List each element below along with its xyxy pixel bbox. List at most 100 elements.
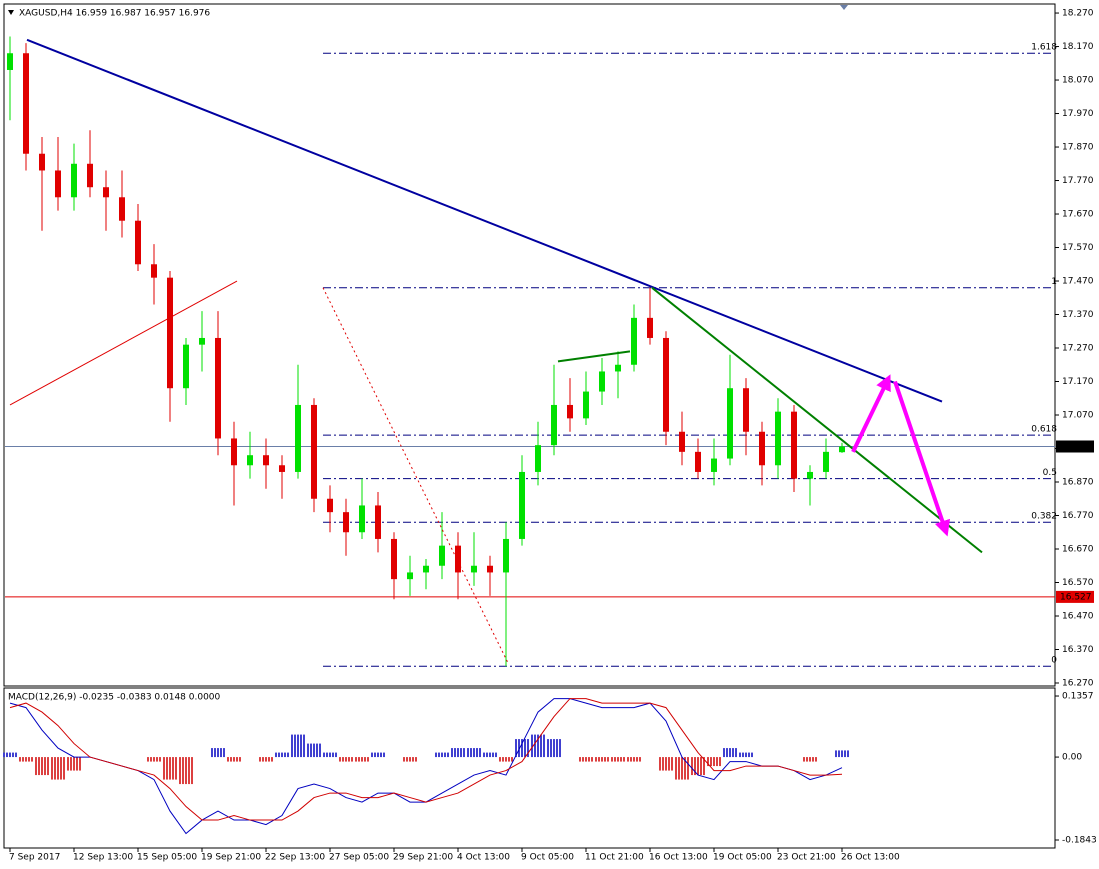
x-tick-label: 19 Sep 21:00: [201, 853, 261, 863]
macd-title: MACD(12,26,9) -0.0235 -0.0383 0.0148 0.0…: [8, 693, 221, 703]
candle-body: [279, 465, 285, 472]
trendline: [9, 280, 238, 406]
candle-body: [407, 572, 413, 580]
candle-body: [7, 53, 13, 70]
x-tick-label: 4 Oct 13:00: [457, 853, 510, 863]
y-tick-label: 17.270: [1062, 344, 1094, 354]
price-box: [1056, 590, 1094, 603]
y-tick-label: 0.00: [1062, 753, 1082, 763]
candle-body: [743, 388, 749, 432]
trendline: [26, 38, 943, 403]
candle-body: [119, 197, 125, 221]
x-tick-label: 23 Oct 21:00: [777, 853, 836, 863]
y-tick-label: 17.670: [1062, 210, 1094, 220]
price-label: 16.976: [1060, 442, 1092, 452]
macd-line: [9, 698, 843, 821]
candle-body: [679, 431, 685, 452]
x-tick-label: 9 Oct 05:00: [521, 853, 574, 863]
trendline: [651, 286, 983, 554]
y-tick-label: 17.370: [1062, 310, 1094, 320]
candle-body: [215, 337, 221, 439]
y-tick-label: 16.370: [1062, 645, 1094, 655]
y-tick-label: 17.170: [1062, 377, 1094, 387]
candle-body: [151, 264, 157, 278]
candle-body: [423, 565, 429, 573]
shift-marker: [840, 5, 848, 10]
y-tick-label: 16.270: [1062, 678, 1094, 688]
candle-body: [583, 391, 589, 419]
candle-body: [807, 471, 813, 479]
candle-body: [455, 545, 461, 573]
x-tick-label: 22 Sep 13:00: [265, 853, 325, 863]
candle-body: [71, 163, 77, 198]
main-panel: [3, 3, 1056, 687]
candle-body: [471, 565, 477, 573]
candle-body: [567, 404, 573, 419]
menu-arrow: [8, 10, 14, 15]
candle-body: [695, 451, 701, 472]
x-tick-label: 26 Oct 13:00: [841, 853, 900, 863]
candle-body: [343, 512, 349, 533]
candle-body: [487, 565, 493, 573]
candle-body: [631, 317, 637, 365]
fib-label: 1.618: [1031, 43, 1057, 53]
candle-body: [535, 445, 541, 472]
candle-body: [503, 538, 509, 573]
x-tick-label: 15 Sep 05:00: [137, 853, 197, 863]
x-tick-label: 29 Sep 21:00: [393, 853, 453, 863]
candle-body: [647, 317, 653, 338]
y-tick-label: 16.770: [1062, 511, 1094, 521]
candle-body: [327, 498, 333, 513]
trendline: [557, 350, 631, 363]
x-tick-label: 12 Sep 13:00: [73, 853, 133, 863]
fib-label: 0.618: [1031, 425, 1057, 435]
macd-panel: [3, 687, 1056, 849]
chart-title: XAGUSD,H4 16.959 16.987 16.957 16.976: [19, 9, 210, 19]
candle-body: [231, 438, 237, 466]
candle-body: [551, 404, 557, 446]
y-tick-label: -0.1843: [1062, 835, 1097, 845]
candle-body: [263, 455, 269, 466]
trendline: [851, 374, 891, 453]
y-tick-label: 18.270: [1062, 9, 1094, 19]
y-tick-label: 18.170: [1062, 42, 1094, 52]
candle-body: [519, 471, 525, 539]
candle-body: [839, 446, 845, 453]
candle-body: [791, 411, 797, 479]
fib-label: 0.5: [1043, 468, 1057, 478]
candle-body: [87, 163, 93, 188]
price-label: 16.527: [1060, 592, 1092, 602]
fib-label: 0: [1051, 656, 1057, 666]
candle-body: [39, 153, 45, 171]
candle-body: [359, 505, 365, 533]
candle-body: [375, 505, 381, 539]
candle-body: [391, 538, 397, 580]
y-tick-label: 16.470: [1062, 611, 1094, 621]
x-tick-label: 7 Sep 2017: [9, 853, 60, 863]
y-tick-label: 17.970: [1062, 109, 1094, 119]
trendline: [322, 287, 509, 664]
candle-body: [199, 337, 205, 345]
candle-body: [295, 404, 301, 472]
trendline: [893, 380, 951, 537]
y-tick-label: 18.070: [1062, 76, 1094, 86]
candle-body: [55, 170, 61, 198]
candle-body: [615, 364, 621, 372]
y-tick-label: 0.1357: [1062, 692, 1094, 702]
candle-body: [599, 371, 605, 392]
y-tick-label: 16.570: [1062, 578, 1094, 588]
y-tick-label: 17.870: [1062, 143, 1094, 153]
candle-body: [711, 458, 717, 472]
candle-body: [775, 411, 781, 466]
candle-body: [183, 344, 189, 389]
candle-body: [23, 53, 29, 154]
y-tick-label: 17.470: [1062, 277, 1094, 287]
candle-body: [823, 451, 829, 472]
candle-body: [135, 220, 141, 265]
candle-body: [439, 545, 445, 566]
x-tick-label: 27 Sep 05:00: [329, 853, 389, 863]
y-tick-label: 16.670: [1062, 544, 1094, 554]
candle-body: [663, 337, 669, 432]
y-tick-label: 17.070: [1062, 411, 1094, 421]
